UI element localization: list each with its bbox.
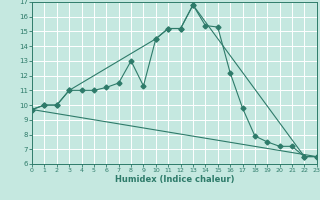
X-axis label: Humidex (Indice chaleur): Humidex (Indice chaleur)	[115, 175, 234, 184]
